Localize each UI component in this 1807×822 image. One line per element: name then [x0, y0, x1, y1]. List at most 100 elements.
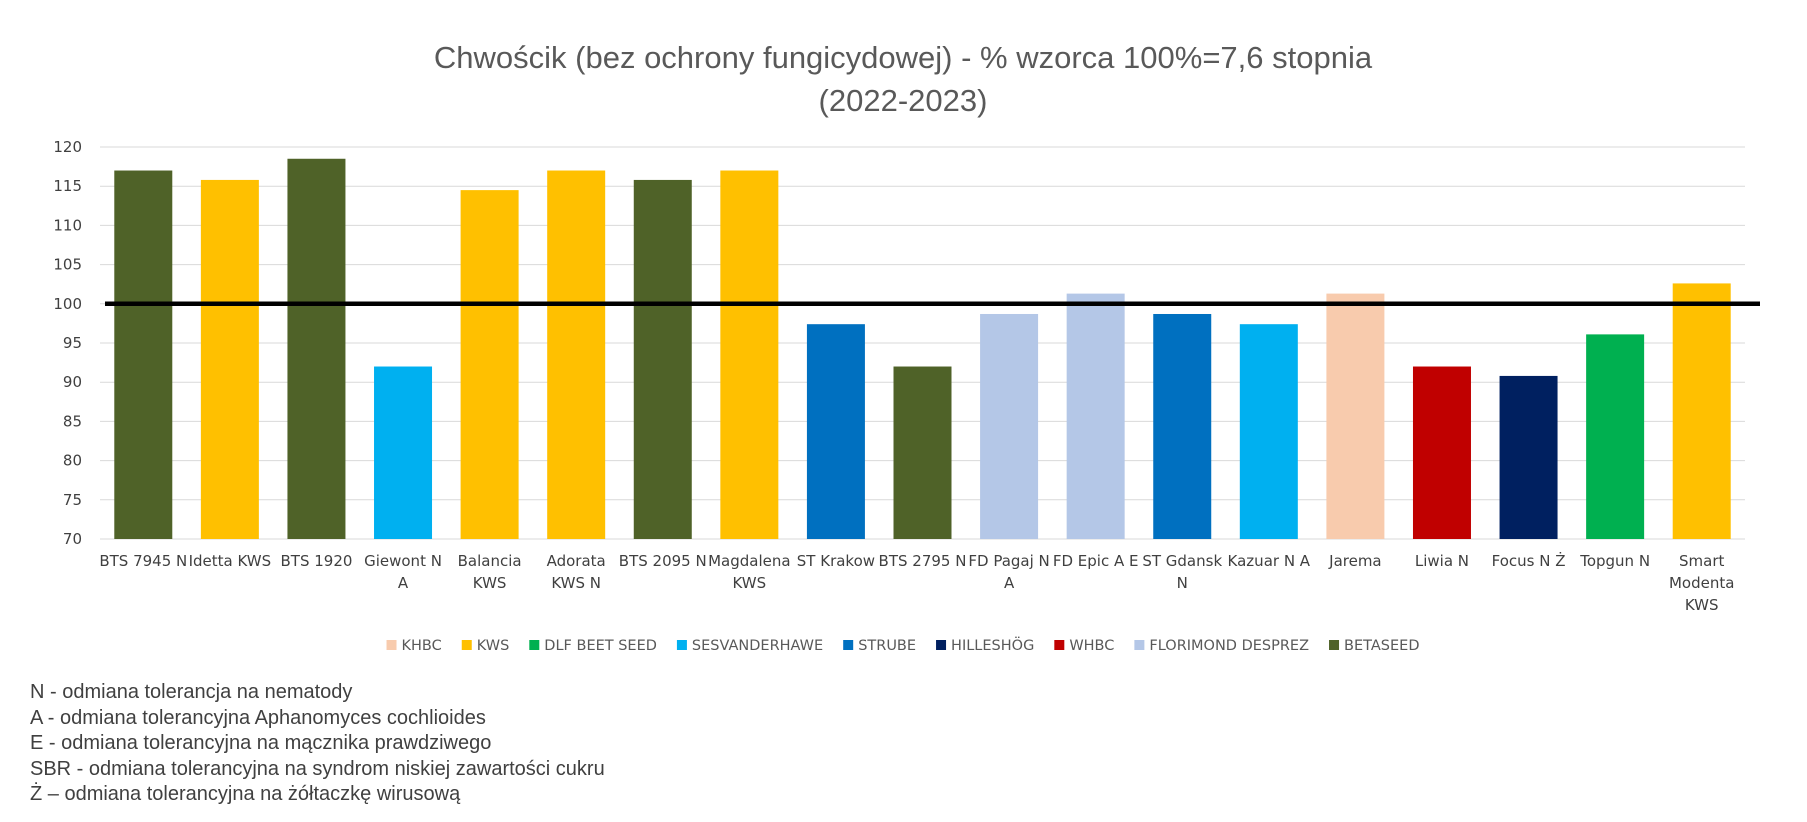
- bar: [374, 366, 433, 539]
- chart-title: Chwościk (bez ochrony fungicydowej) - % …: [434, 40, 1373, 75]
- x-category-label-line: Smart: [1679, 552, 1724, 570]
- y-tick-label: 85: [63, 412, 82, 430]
- bar: [287, 158, 346, 539]
- bar: [114, 170, 173, 539]
- legend-swatch: [386, 640, 397, 650]
- bar: [1586, 334, 1645, 539]
- legend-swatch: [529, 640, 540, 650]
- x-category-label-line: ST Gdansk: [1142, 552, 1222, 570]
- x-category-label-line: A: [398, 574, 409, 592]
- legend-swatch: [676, 640, 687, 650]
- footnote: A - odmiana tolerancyjna Aphanomyces coc…: [30, 706, 486, 729]
- legend-label: KHBC: [402, 638, 442, 654]
- bar: [1153, 313, 1212, 539]
- y-tick-label: 105: [53, 256, 82, 274]
- legend-label: WHBC: [1069, 638, 1114, 654]
- legend-label: DLF BEET SEED: [544, 638, 657, 654]
- y-tick-label: 115: [53, 177, 82, 195]
- bar: [547, 170, 606, 539]
- footnote: E - odmiana tolerancyjna na mącznika pra…: [30, 732, 492, 754]
- x-category-label: Focus N Ż: [1492, 551, 1566, 570]
- x-category-label-line: FD Epic A E: [1053, 552, 1139, 570]
- legend: KHBC KWS DLF BEET SEED SESVANDERHAWE STRUBE H…: [386, 636, 1419, 654]
- bar: [200, 179, 259, 540]
- legend-swatch: [461, 640, 472, 650]
- x-category-label-line: A: [1004, 574, 1015, 592]
- x-category-label: ST Gdansk N: [1142, 552, 1222, 592]
- legend-label: STRUBE: [858, 638, 916, 654]
- legend-item: HILLESHÖG: [936, 636, 1034, 654]
- legend-swatch: [1054, 640, 1065, 650]
- chart-subtitle: (2022-2023): [819, 83, 988, 118]
- x-category-label: FD Epic A E: [1053, 552, 1139, 570]
- x-category-label-line: BTS 7945 N: [99, 552, 187, 570]
- y-tick-label: 95: [63, 334, 82, 352]
- bar: [1066, 293, 1125, 539]
- bars: [114, 158, 1731, 540]
- x-category-label-line: BTS 2095 N: [619, 552, 707, 570]
- legend-swatch: [1134, 640, 1145, 650]
- legend-item: SESVANDERHAWE: [676, 638, 823, 654]
- x-category-label: Smart Modenta KWS: [1669, 552, 1734, 614]
- x-category-label-line: Magdalena: [708, 552, 790, 570]
- bar: [1499, 375, 1558, 539]
- x-category-label: BTS 2095 N: [619, 552, 707, 570]
- x-category-label-line: KWS: [1685, 596, 1719, 614]
- x-category-label-line: Balancia: [458, 552, 522, 570]
- legend-item: KHBC: [386, 638, 442, 654]
- bar: [980, 313, 1039, 539]
- y-tick-label: 70: [63, 530, 82, 548]
- legend-item: KWS: [461, 638, 510, 654]
- x-category-label: Kazuar N A: [1228, 552, 1311, 570]
- footnotes: N - odmiana tolerancja na nematody A - o…: [30, 680, 605, 808]
- bar: [806, 324, 865, 539]
- x-category-label-line: KWS: [473, 574, 507, 592]
- bar: [893, 366, 952, 539]
- legend-swatch: [843, 640, 854, 650]
- footnote: Ż – odmiana tolerancyjna na żółtaczkę wi…: [30, 783, 461, 805]
- y-tick-label: 120: [53, 138, 82, 156]
- legend-swatch: [1329, 640, 1340, 650]
- x-category-label: Liwia N: [1415, 552, 1469, 570]
- y-axis-tick-labels: 70 75 80 85 90 95 100 105 110 115 120: [53, 138, 82, 548]
- x-category-label: Adorata KWS N: [547, 552, 606, 592]
- footnote: SBR - odmiana tolerancyjna na syndrom ni…: [30, 757, 605, 780]
- x-category-label-line: KWS: [733, 574, 767, 592]
- x-category-label-line: Kazuar N A: [1228, 552, 1311, 570]
- x-category-label: FD Pagaj N A: [968, 552, 1049, 592]
- x-category-label-line: Idetta KWS: [189, 552, 272, 570]
- bar: [460, 190, 519, 539]
- bar: [720, 170, 779, 539]
- legend-item: BETASEED: [1329, 638, 1419, 654]
- x-category-label-line: Modenta: [1669, 574, 1734, 592]
- legend-item: STRUBE: [843, 638, 916, 654]
- x-category-label: Magdalena KWS: [708, 552, 790, 592]
- legend-label: SESVANDERHAWE: [692, 638, 823, 654]
- legend-label: KWS: [477, 638, 510, 654]
- x-category-label-line: KWS N: [551, 574, 601, 592]
- bar: [1326, 293, 1385, 539]
- x-category-label-line: BTS 2795 N: [879, 552, 967, 570]
- x-category-label: BTS 2795 N: [879, 552, 967, 570]
- x-category-label-line: Focus N Ż: [1492, 551, 1566, 570]
- x-category-label-line: Topgun N: [1579, 552, 1650, 570]
- x-category-label-line: Liwia N: [1415, 552, 1469, 570]
- x-category-label: Giewont N A: [364, 552, 442, 592]
- bar: [1412, 366, 1471, 539]
- y-tick-label: 90: [63, 373, 82, 391]
- y-tick-label: 110: [53, 216, 82, 234]
- x-category-label: ST Krakow: [797, 552, 875, 570]
- x-category-label-line: FD Pagaj N: [968, 552, 1049, 570]
- legend-label: HILLESHÖG: [951, 636, 1034, 654]
- y-tick-label: 80: [63, 452, 82, 470]
- x-category-label-line: Giewont N: [364, 552, 442, 570]
- legend-label: BETASEED: [1344, 638, 1419, 654]
- x-category-label: BTS 7945 N: [99, 552, 187, 570]
- x-category-label-line: ST Krakow: [797, 552, 875, 570]
- legend-label: FLORIMOND DESPREZ: [1149, 638, 1309, 654]
- y-tick-label: 75: [63, 491, 82, 509]
- x-category-label-line: BTS 1920: [280, 552, 352, 570]
- x-category-label: Jarema: [1328, 552, 1382, 570]
- x-category-label: BTS 1920: [280, 552, 352, 570]
